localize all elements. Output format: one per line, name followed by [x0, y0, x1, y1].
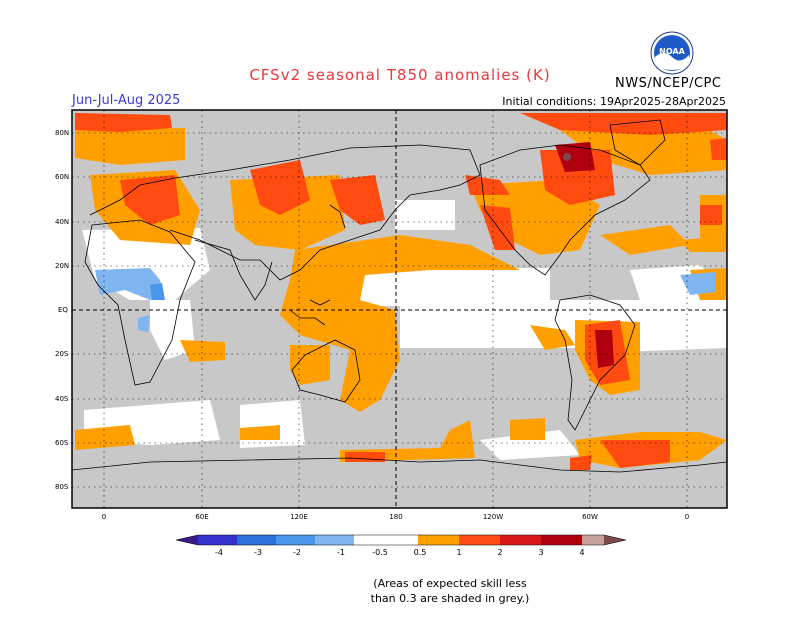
lat-label: EQ: [58, 306, 68, 314]
lon-label: 0: [102, 513, 106, 521]
colorbar-labels: -4 -3 -2 -1 -0.5 0.5 1 2 3 4: [215, 548, 585, 557]
lon-label: 60W: [582, 513, 598, 521]
longitude-labels: 0 60E 120E 180 120W 60W 0: [102, 513, 689, 521]
positive-anomaly-gt5-region: [563, 153, 571, 161]
colorbar-swatch-lt-neg4: [176, 535, 198, 545]
colorbar-tick: -3: [254, 548, 262, 557]
map-frame: [71, 109, 728, 509]
colorbar-tick: -0.5: [372, 548, 388, 557]
colorbar-swatch-pos3-4: [541, 535, 582, 545]
colorbar-swatch-neg3-2: [237, 535, 276, 545]
positive-anomaly-1-2-regions: [75, 113, 727, 470]
lat-label: 60N: [55, 173, 69, 181]
colorbar-swatch-pos4-5: [582, 535, 604, 545]
lon-label: 60E: [195, 513, 208, 521]
lat-label: 20S: [55, 350, 69, 358]
lat-label: 80N: [55, 129, 69, 137]
colorbar-swatch-pos2-3: [500, 535, 541, 545]
coastlines: [72, 119, 727, 473]
equator-and-dateline: [72, 110, 727, 508]
lon-label: 120E: [290, 513, 308, 521]
lat-label: 40N: [55, 218, 69, 226]
negative-anomaly-strong-regions: [150, 283, 165, 300]
lon-label: 0: [685, 513, 689, 521]
graticule: [72, 110, 727, 508]
skill-note-line: (Areas of expected skill less: [373, 577, 527, 590]
lat-label: 20N: [55, 262, 69, 270]
negative-anomaly-regions: [95, 268, 715, 332]
colorbar-swatch-pos1-2: [459, 535, 500, 545]
colorbar-swatch-pos05-1: [418, 535, 459, 545]
colorbar-tick: 4: [579, 548, 584, 557]
lat-label: 60S: [55, 439, 69, 447]
latitude-labels: 80N 60N 40N 20N EQ 20S 40S 60S 80S: [55, 129, 69, 491]
colorbar-tick: 2: [497, 548, 502, 557]
noaa-logo-text: NOAA: [659, 47, 685, 56]
colorbar-tick: 0.5: [414, 548, 427, 557]
season-label: Jun-Jul-Aug 2025: [72, 93, 181, 108]
colorbar-tick: -1: [337, 548, 345, 557]
lon-label: 120W: [483, 513, 503, 521]
colorbar-tick: -4: [215, 548, 223, 557]
skill-note-line: than 0.3 are shaded in grey.): [370, 592, 530, 605]
initial-conditions-label: Initial conditions: 19Apr2025-28Apr2025: [502, 95, 726, 108]
colorbar-swatch-gt5: [604, 535, 626, 545]
colorbar-tick: 3: [538, 548, 543, 557]
noaa-logo: NOAA: [650, 31, 694, 75]
positive-anomaly-2-3-regions: [555, 142, 614, 368]
lon-label: 180: [389, 513, 402, 521]
map-title: CFSv2 seasonal T850 anomalies (K): [249, 66, 551, 84]
colorbar-swatch-neg1-05: [315, 535, 354, 545]
colorbar-swatch-neg2-1: [276, 535, 315, 545]
colorbar: [175, 534, 627, 546]
lat-label: 40S: [55, 395, 69, 403]
colorbar-swatch-neg4-3: [198, 535, 237, 545]
lat-label: 80S: [55, 483, 69, 491]
colorbar-tick: -2: [293, 548, 301, 557]
skill-note: (Areas of expected skill less than 0.3 a…: [300, 576, 600, 606]
colorbar-tick: 1: [456, 548, 461, 557]
agency-label: NWS/NCEP/CPC: [615, 76, 722, 91]
colorbar-swatch-neutral: [354, 535, 418, 545]
